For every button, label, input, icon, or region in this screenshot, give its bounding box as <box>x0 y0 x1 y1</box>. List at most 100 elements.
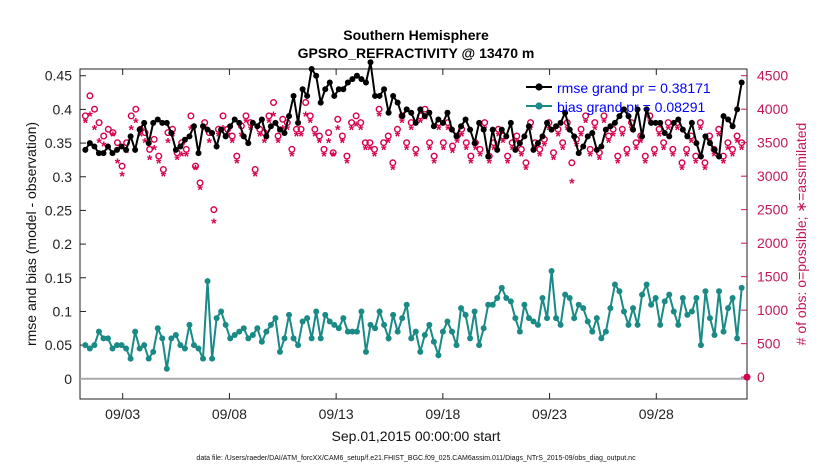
assimilated-obs-marker: * <box>711 148 717 164</box>
assimilated-obs-marker: * <box>376 108 382 124</box>
possible-obs-marker <box>375 105 383 113</box>
bias-point <box>358 308 365 315</box>
assimilated-obs-marker: * <box>491 141 497 157</box>
assimilated-obs-marker: * <box>317 135 323 151</box>
assimilated-obs-marker: * <box>129 121 135 137</box>
rmse-point <box>195 150 202 157</box>
rmse-point <box>91 143 98 150</box>
bias-point <box>353 328 360 335</box>
possible-obs-marker <box>86 92 94 100</box>
rmse-series <box>82 59 745 161</box>
rmse-point <box>218 126 225 133</box>
possible-obs-marker <box>701 159 709 167</box>
assimilated-obs-marker: * <box>275 135 281 151</box>
rmse-point <box>711 146 718 153</box>
assimilated-obs-marker: * <box>560 141 566 157</box>
rmse-point <box>426 109 433 116</box>
rmse-point <box>589 129 596 136</box>
possible-obs-marker <box>669 145 677 153</box>
rmse-point <box>539 133 546 140</box>
possible-obs-marker <box>315 132 323 140</box>
bias-point <box>276 348 283 355</box>
bias-point <box>177 342 184 349</box>
bias-point <box>317 335 324 342</box>
rmse-point <box>602 126 609 133</box>
rmse-point <box>127 133 134 140</box>
assimilated-obs-marker: * <box>110 128 116 144</box>
bias-point <box>186 321 193 328</box>
possible-obs-marker <box>384 132 392 140</box>
assimilated-obs-marker: * <box>693 155 699 171</box>
assimilated-obs-marker: * <box>252 168 258 184</box>
bias-point <box>575 301 582 308</box>
bias-point <box>639 291 646 298</box>
assimilated-obs-marker: * <box>367 141 373 157</box>
bias-point <box>462 311 469 318</box>
possible-obs-marker <box>228 132 236 140</box>
rmse-point <box>403 106 410 113</box>
assimilated-obs-marker: * <box>739 141 745 157</box>
y2-axis: 0 500 1000 1500 2000 2500 3000 3500 4000 4500 <box>741 68 788 385</box>
assimilated-obs-marker: * <box>229 135 235 151</box>
rmse-point <box>299 86 306 93</box>
assimilated-obs-marker: * <box>165 135 171 151</box>
rmse-point <box>643 106 650 113</box>
rmse-point <box>276 126 283 133</box>
rmse-point <box>150 119 157 126</box>
bias-point <box>525 315 532 322</box>
possible-obs-marker <box>641 152 649 160</box>
bias-point <box>738 284 745 291</box>
assimilated-obs-marker: * <box>312 128 318 144</box>
x-tick-label: 09/23 <box>532 406 567 422</box>
assimilated-obs-marker: * <box>477 148 483 164</box>
possible-obs-marker <box>150 135 158 143</box>
bias-point <box>335 325 342 332</box>
assimilated-obs-marker: * <box>207 135 213 151</box>
possible-obs-marker <box>343 152 351 160</box>
assimilated-obs-marker: * <box>702 161 708 177</box>
possible-obs-marker <box>302 98 310 106</box>
possible-obs-marker <box>600 112 608 120</box>
assimilated-obs-marker: * <box>363 141 369 157</box>
bias-point <box>421 332 428 339</box>
assimilated-obs-marker: * <box>83 115 89 131</box>
rmse-point <box>331 92 338 99</box>
possible-obs-marker <box>91 105 99 113</box>
rmse-point <box>693 140 700 147</box>
possible-obs-marker <box>274 132 282 140</box>
y2-tick-label: 1000 <box>757 302 788 318</box>
bias-point <box>611 281 618 288</box>
rmse-point <box>702 133 709 140</box>
bias-point <box>227 335 234 342</box>
assimilated-obs-marker: * <box>101 138 107 154</box>
rmse-point <box>399 113 406 120</box>
bias-point <box>367 321 374 328</box>
rmse-point <box>412 119 419 126</box>
rmse-point <box>190 123 197 130</box>
bias-point <box>557 321 564 328</box>
bias-point <box>571 315 578 322</box>
possible-obs-marker <box>348 119 356 127</box>
rmse-point <box>344 79 351 86</box>
assimilated-obs-marker: * <box>395 128 401 144</box>
possible-obs-marker <box>389 159 397 167</box>
rmse-point <box>697 153 704 160</box>
y2-tick-label: 500 <box>757 336 781 352</box>
assimilated-obs-marker: * <box>211 215 217 231</box>
rmse-point <box>630 126 637 133</box>
bias-point <box>706 315 713 322</box>
bias-point <box>200 355 207 362</box>
assimilated-obs-marker: * <box>280 121 286 137</box>
rmse-point <box>575 150 582 157</box>
rmse-point <box>209 129 216 136</box>
possible-obs-marker <box>159 165 167 173</box>
possible-obs-marker <box>632 139 640 147</box>
y-tick-label: 0.35 <box>45 135 72 151</box>
rmse-point <box>716 153 723 160</box>
assimilated-obs-marker: * <box>620 128 626 144</box>
bias-point <box>697 342 704 349</box>
possible-obs-marker <box>426 139 434 147</box>
assimilated-obs-marker: * <box>730 148 736 164</box>
bias-point <box>231 332 238 339</box>
assimilated-obs-marker: * <box>519 148 525 164</box>
